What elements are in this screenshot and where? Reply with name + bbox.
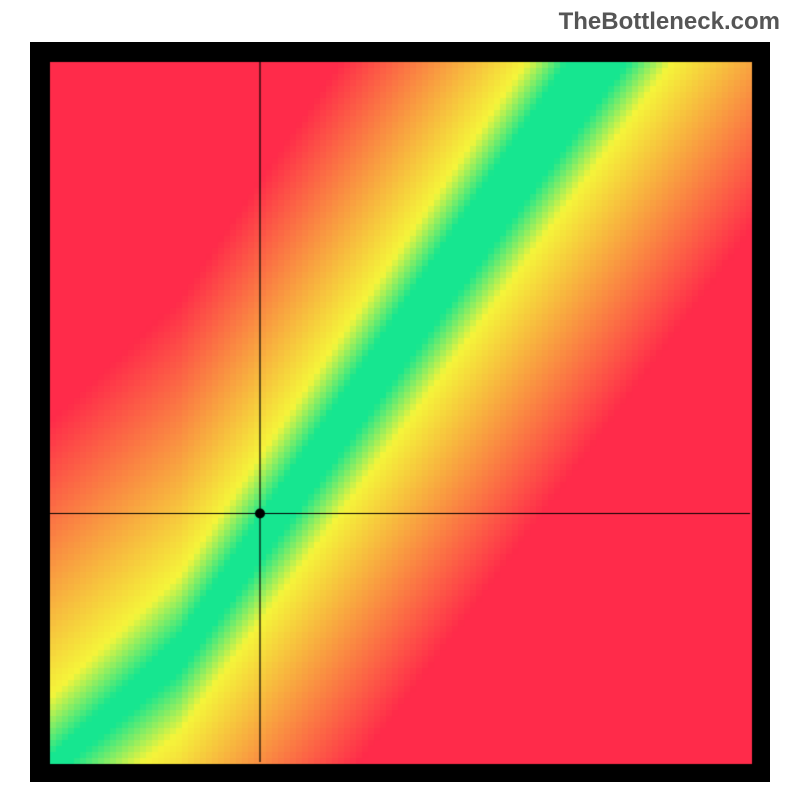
heatmap-canvas xyxy=(30,42,770,782)
watermark-text: TheBottleneck.com xyxy=(559,8,780,36)
chart-container: TheBottleneck.com xyxy=(0,0,800,800)
plot-area xyxy=(30,42,770,782)
